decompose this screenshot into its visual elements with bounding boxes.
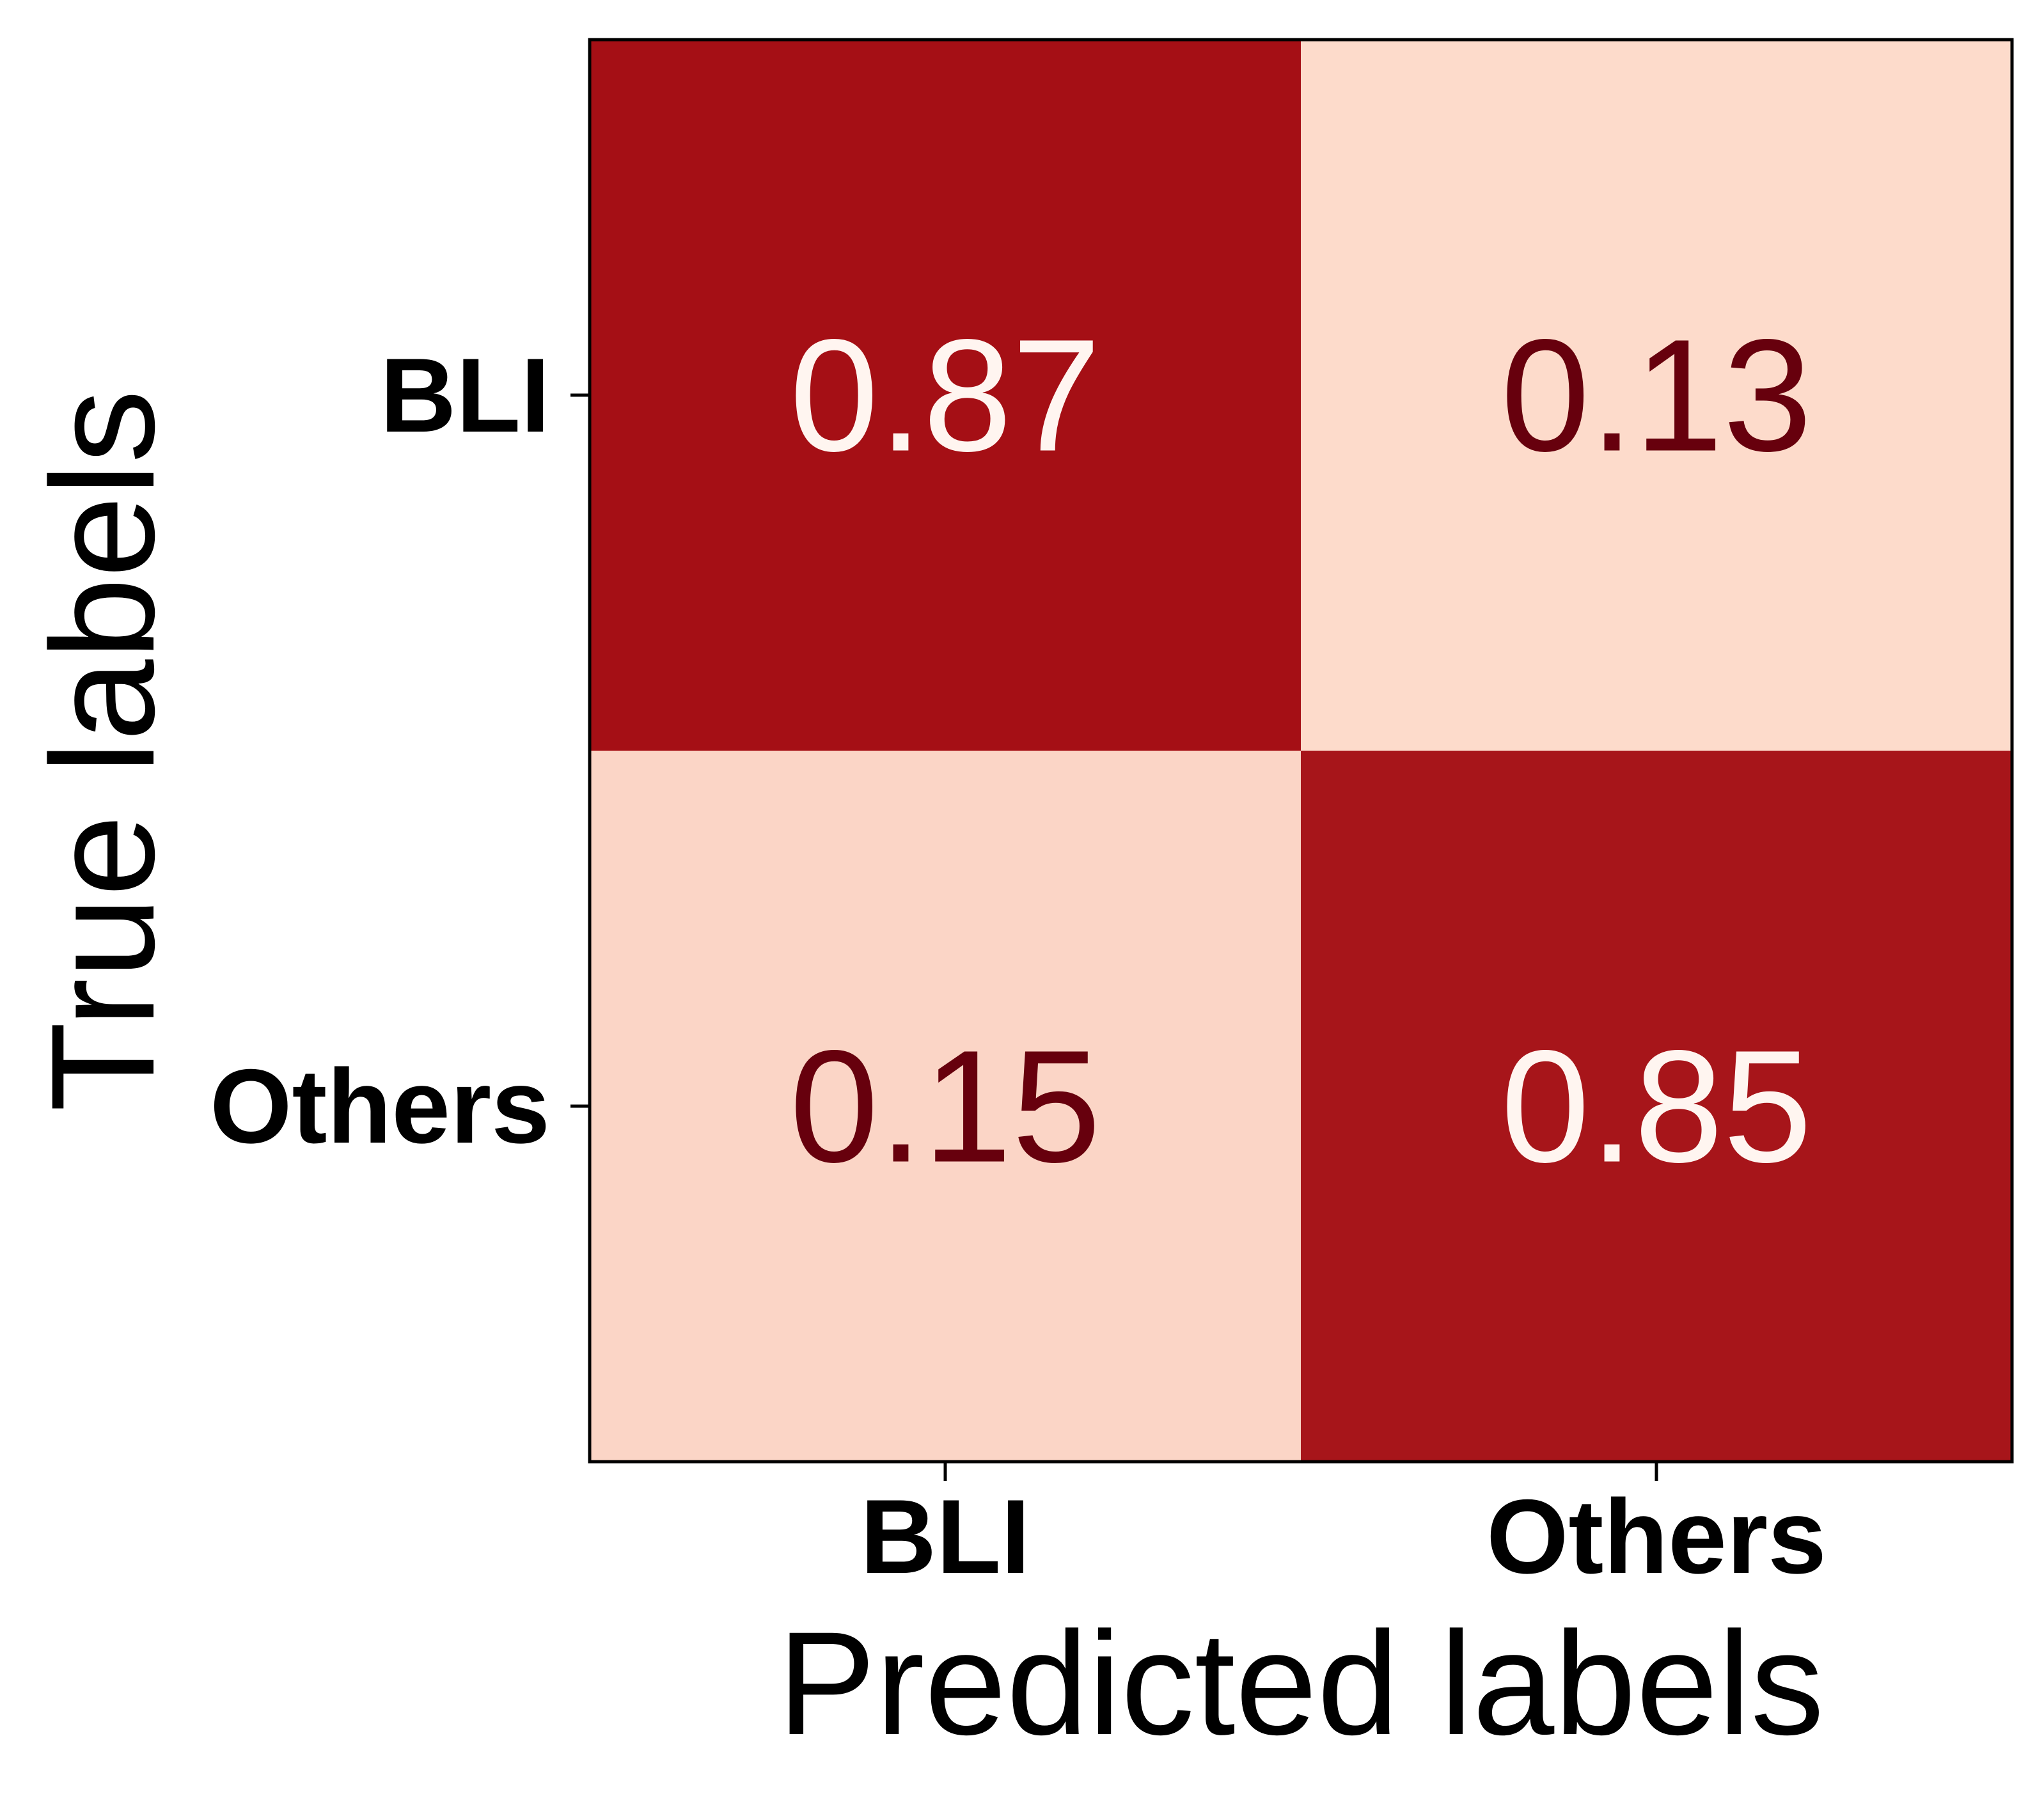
x-tick-label: Others (1486, 1478, 1827, 1595)
heatmap-cell-0-0 (590, 40, 1301, 751)
y-tick-label: Others (210, 1047, 550, 1165)
cell-value-label-1-0: 0.15 (790, 1017, 1101, 1196)
heatmap-cells (590, 40, 2012, 1462)
cell-value-label-0-0: 0.87 (790, 306, 1101, 485)
y-axis-label: True labels (20, 389, 185, 1111)
x-axis-ticks: BLI Others (860, 1462, 1827, 1595)
y-tick-label: BLI (380, 336, 550, 454)
heatmap-cell-1-1 (1301, 751, 2012, 1462)
plot-frame (588, 38, 2014, 1464)
cell-value-label-1-1: 0.85 (1501, 1017, 1812, 1196)
cell-value-label-0-1: 0.13 (1501, 306, 1812, 485)
y-axis-ticks: BLI Others (210, 336, 590, 1165)
heatmap-cell-labels: 0.87 0.13 0.15 0.85 (790, 306, 1812, 1196)
heatmap-cell-0-1 (1301, 40, 2012, 751)
x-axis-label: Predicted labels (778, 1601, 1825, 1765)
x-tick-label: BLI (860, 1478, 1030, 1595)
heatmap-cell-1-0 (590, 751, 1301, 1462)
